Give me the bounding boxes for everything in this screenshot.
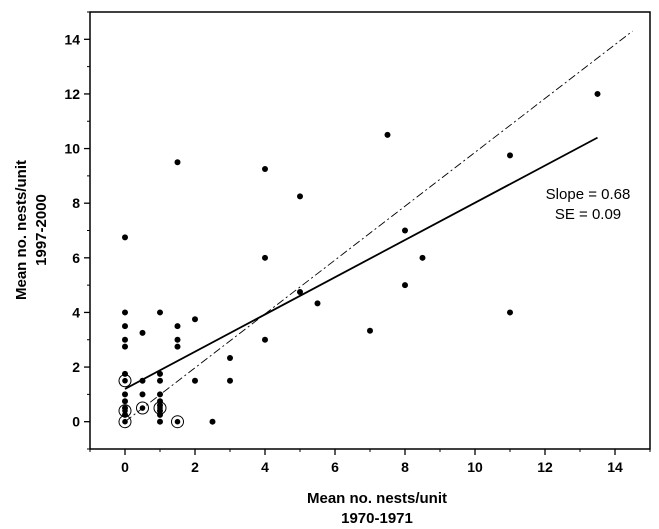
circled-point-ring — [171, 415, 184, 429]
data-point — [367, 327, 373, 334]
circled-data-point — [171, 415, 184, 429]
y-tick-label: 6 — [72, 250, 80, 266]
data-point — [507, 309, 513, 316]
data-point — [297, 193, 303, 200]
data-point — [122, 398, 128, 405]
annotation-se: SE = 0.09 — [555, 206, 621, 223]
y-tick-label: 4 — [72, 304, 80, 320]
data-point — [192, 377, 198, 384]
data-point — [122, 323, 128, 330]
data-point — [262, 166, 268, 173]
data-point — [157, 411, 163, 418]
data-point — [139, 329, 146, 336]
x-tick-label: 14 — [607, 459, 623, 475]
fit-lines — [124, 30, 633, 423]
data-point — [157, 309, 163, 316]
x-axis-title-line1: Mean no. nests/unit — [307, 490, 447, 507]
data-point — [122, 336, 128, 343]
y-tick-label: 2 — [72, 359, 80, 375]
data-point — [209, 418, 216, 425]
axis-ticks: 0 2 4 6 8 10 12 14 0 2 4 6 8 10 12 14 — [64, 11, 651, 475]
data-point — [174, 159, 181, 166]
circled-point-ring — [118, 374, 132, 388]
circled-data-point — [118, 404, 132, 418]
circled-data-point — [118, 415, 132, 429]
data-point — [157, 418, 163, 425]
circled-point-ring — [136, 401, 149, 415]
x-tick-label: 0 — [121, 459, 129, 475]
x-tick-label: 12 — [537, 459, 553, 475]
circled-data-point — [136, 401, 149, 415]
data-point — [157, 391, 163, 398]
data-point — [157, 370, 163, 377]
y-tick-label: 14 — [64, 31, 80, 47]
data-point — [402, 227, 408, 234]
circled-data-point — [153, 401, 167, 415]
circled-point-ring — [153, 401, 167, 415]
data-point — [419, 254, 426, 261]
y-tick-label: 12 — [64, 86, 80, 102]
data-point — [157, 377, 163, 384]
data-point — [594, 90, 601, 97]
data-point — [122, 370, 128, 377]
data-point — [262, 254, 268, 261]
x-tick-label: 4 — [261, 459, 269, 475]
data-point — [507, 152, 513, 159]
data-point — [122, 234, 128, 241]
circled-point-ring — [118, 404, 132, 418]
data-point — [297, 288, 303, 295]
data-point — [174, 336, 181, 343]
data-point — [227, 377, 233, 384]
data-point — [384, 131, 391, 138]
data-point — [122, 309, 128, 316]
y-tick-label: 8 — [72, 195, 80, 211]
circled-point-dot — [122, 418, 128, 425]
y-tick-label: 0 — [72, 414, 80, 430]
data-point — [262, 336, 268, 343]
data-point — [122, 391, 128, 398]
x-tick-label: 6 — [331, 459, 339, 475]
data-point — [139, 377, 146, 384]
data-point — [192, 316, 198, 323]
data-point — [314, 300, 321, 307]
x-axis-title-line2: 1970-1971 — [341, 510, 413, 527]
circled-point-dot — [139, 405, 146, 411]
circled-point-dot — [122, 377, 128, 384]
data-point — [174, 323, 181, 330]
circled-point-dot — [174, 418, 181, 425]
y-axis-title-line1: Mean no. nests/unit — [13, 160, 30, 300]
circled-data-point — [118, 374, 132, 388]
data-points — [118, 90, 601, 429]
data-point — [174, 343, 181, 350]
regression-line — [124, 136, 598, 390]
y-tick-label: 10 — [64, 141, 80, 157]
x-tick-label: 2 — [191, 459, 199, 475]
x-tick-label: 10 — [467, 459, 483, 475]
x-tick-label: 8 — [401, 459, 409, 475]
circled-point-dot — [157, 405, 163, 411]
data-point — [402, 282, 408, 289]
reference-line — [124, 30, 633, 423]
circled-point-ring — [118, 415, 132, 429]
data-point — [122, 343, 128, 350]
annotation-slope: Slope = 0.68 — [546, 186, 631, 203]
plot-frame — [89, 11, 651, 450]
data-point — [227, 355, 233, 362]
circled-point-dot — [122, 407, 128, 414]
y-axis-title-line2: 1997-2000 — [33, 194, 50, 266]
data-point — [139, 391, 146, 398]
